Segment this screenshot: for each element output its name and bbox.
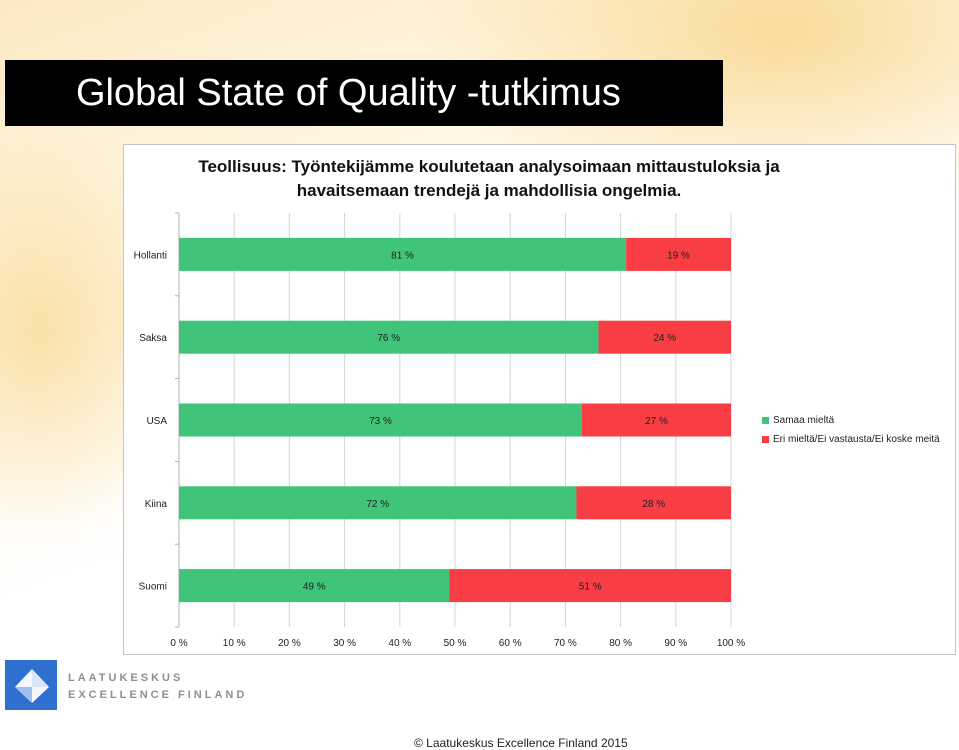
chart-container: Teollisuus: Työntekijämme koulutetaan an… bbox=[123, 144, 956, 655]
title-bar: Global State of Quality -tutkimus bbox=[5, 60, 723, 126]
data-label: 28 % bbox=[642, 499, 665, 510]
bar-segment bbox=[576, 486, 731, 520]
legend-label-agree: Samaa mieltä bbox=[773, 415, 835, 426]
data-label: 72 % bbox=[366, 499, 389, 510]
bar-segment bbox=[179, 237, 627, 271]
x-tick-label: 60 % bbox=[499, 638, 522, 649]
x-tick-label: 30 % bbox=[333, 638, 356, 649]
bar-segment bbox=[598, 320, 731, 354]
x-tick-label: 70 % bbox=[554, 638, 577, 649]
x-tick-label: 0 % bbox=[170, 638, 187, 649]
legend-swatch-disagree bbox=[762, 436, 769, 443]
x-tick-label: 40 % bbox=[388, 638, 411, 649]
chart-title: Teollisuus: Työntekijämme koulutetaan an… bbox=[198, 157, 780, 200]
logo-line-1: LAATUKESKUS bbox=[68, 672, 184, 684]
legend-item-agree: Samaa mieltä bbox=[762, 411, 940, 430]
category-label: Hollanti bbox=[134, 250, 167, 261]
page-title: Global State of Quality -tutkimus bbox=[76, 72, 621, 114]
data-label: 19 % bbox=[667, 250, 690, 261]
x-tick-label: 10 % bbox=[223, 638, 246, 649]
data-label: 51 % bbox=[579, 582, 602, 593]
category-label: Suomi bbox=[139, 582, 167, 593]
data-label: 24 % bbox=[653, 333, 676, 344]
data-label: 81 % bbox=[391, 250, 414, 261]
copyright-notice: © Laatukeskus Excellence Finland 2015 bbox=[414, 736, 628, 750]
bar-segment bbox=[626, 237, 731, 271]
data-label: 27 % bbox=[645, 416, 668, 427]
x-tick-label: 50 % bbox=[444, 638, 467, 649]
legend-item-disagree: Eri mieltä/Ei vastausta/Ei koske meitä bbox=[762, 430, 940, 449]
bar-segment bbox=[179, 320, 599, 354]
x-tick-label: 90 % bbox=[664, 638, 687, 649]
legend-swatch-agree bbox=[762, 417, 769, 424]
data-label: 73 % bbox=[369, 416, 392, 427]
laatukeskus-logo bbox=[5, 660, 57, 710]
logo-line-2: EXCELLENCE FINLAND bbox=[68, 689, 248, 701]
logo-text: LAATUKESKUS EXCELLENCE FINLAND bbox=[68, 670, 247, 704]
bar-chart: Hollanti 81 % 19 % Saksa 76 % 24 % USA 73 % 27 %… bbox=[134, 212, 745, 649]
x-tick-label: 20 % bbox=[278, 638, 301, 649]
bar-segment bbox=[179, 569, 450, 603]
category-label: Saksa bbox=[139, 333, 167, 344]
category-label: Kiina bbox=[145, 499, 168, 510]
legend-label-disagree: Eri mieltä/Ei vastausta/Ei koske meitä bbox=[773, 434, 940, 445]
bar-segment bbox=[449, 569, 731, 603]
legend: Samaa mieltä Eri mieltä/Ei vastausta/Ei … bbox=[762, 411, 940, 449]
bar-segment bbox=[179, 486, 577, 520]
diamond-icon bbox=[15, 669, 49, 703]
data-label: 76 % bbox=[377, 333, 400, 344]
data-label: 49 % bbox=[303, 582, 326, 593]
x-tick-label: 100 % bbox=[717, 638, 745, 649]
bar-segment bbox=[581, 403, 731, 437]
x-tick-label: 80 % bbox=[609, 638, 632, 649]
category-label: USA bbox=[146, 416, 167, 427]
bar-segment bbox=[179, 403, 582, 437]
